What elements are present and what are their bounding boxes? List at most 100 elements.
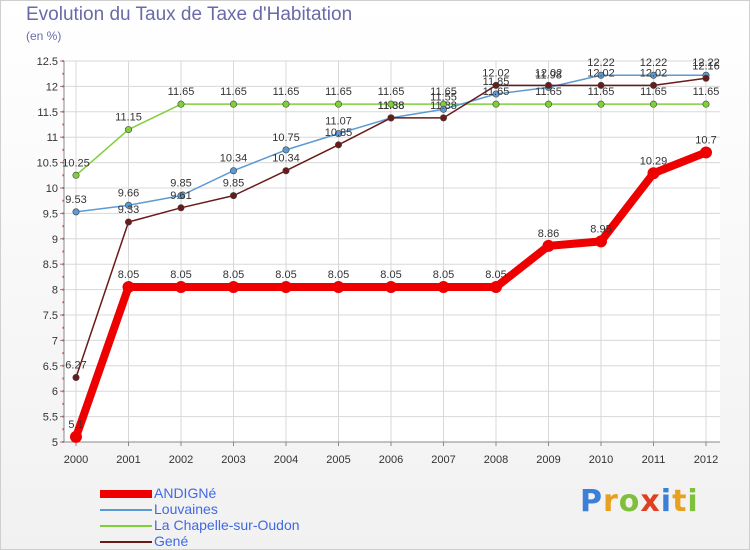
y-tick-label: 11 bbox=[47, 132, 58, 144]
x-tick-label: 2001 bbox=[116, 454, 140, 466]
data-label: 11.65 bbox=[220, 86, 247, 98]
data-label: 8.86 bbox=[538, 228, 559, 240]
data-label: 8.05 bbox=[275, 269, 296, 281]
data-label: 11.38 bbox=[378, 100, 405, 112]
data-label: 12.02 bbox=[640, 67, 668, 79]
y-tick-label: 5.5 bbox=[43, 412, 58, 424]
y-tick-label: 10.5 bbox=[37, 158, 58, 170]
x-tick-label: 2012 bbox=[694, 454, 718, 466]
legend-swatch bbox=[100, 525, 152, 527]
x-tick-label: 2009 bbox=[536, 454, 560, 466]
x-tick-label: 2006 bbox=[379, 454, 403, 466]
data-point bbox=[385, 281, 397, 294]
data-label: 9.61 bbox=[170, 190, 191, 202]
data-label: 11.65 bbox=[325, 86, 352, 98]
data-label: 11.15 bbox=[115, 112, 142, 124]
data-point bbox=[597, 100, 605, 108]
data-label: 11.55 bbox=[430, 91, 457, 103]
logo-letter: o bbox=[618, 484, 641, 519]
logo-letter: t bbox=[672, 484, 688, 519]
data-point bbox=[439, 105, 447, 113]
data-label: 9.33 bbox=[118, 204, 139, 216]
data-label: 10.75 bbox=[272, 132, 300, 144]
data-label: 11.65 bbox=[693, 86, 720, 98]
data-label: 11.65 bbox=[430, 86, 457, 98]
y-tick-label: 9 bbox=[52, 234, 58, 246]
data-point bbox=[177, 192, 185, 200]
data-point bbox=[647, 167, 660, 180]
data-label: 11.07 bbox=[325, 116, 352, 128]
x-tick-label: 2002 bbox=[169, 454, 193, 466]
x-tick-label: 2005 bbox=[326, 454, 350, 466]
data-label: 12.02 bbox=[482, 67, 510, 79]
data-point bbox=[175, 281, 187, 294]
data-label: 5.1 bbox=[68, 419, 83, 431]
x-tick-label: 2000 bbox=[64, 454, 88, 466]
data-label: 8.05 bbox=[380, 269, 401, 281]
data-point bbox=[702, 100, 710, 108]
data-point bbox=[334, 130, 342, 138]
data-label: 11.65 bbox=[483, 86, 510, 98]
data-label: 9.85 bbox=[223, 178, 244, 190]
data-point bbox=[437, 281, 450, 294]
data-point bbox=[387, 100, 395, 108]
logo-letter: x bbox=[640, 484, 661, 519]
data-point bbox=[230, 167, 238, 175]
data-label: 12.16 bbox=[692, 60, 720, 72]
proxiti-logo: Proxiti bbox=[580, 484, 699, 519]
data-point bbox=[280, 281, 292, 294]
data-label: 12.02 bbox=[587, 67, 615, 79]
data-point bbox=[282, 167, 290, 175]
data-point bbox=[542, 239, 555, 252]
data-label: 9.53 bbox=[65, 194, 86, 206]
data-point bbox=[544, 81, 552, 89]
data-point bbox=[125, 218, 133, 226]
data-label: 11.65 bbox=[535, 86, 562, 98]
legend-swatch bbox=[100, 509, 152, 511]
data-point bbox=[177, 100, 185, 108]
data-point bbox=[332, 281, 345, 294]
data-point bbox=[72, 208, 80, 216]
data-point bbox=[544, 100, 552, 108]
data-label: 11.65 bbox=[378, 86, 405, 98]
data-point bbox=[649, 81, 657, 89]
data-label: 11.38 bbox=[430, 100, 457, 112]
y-tick-label: 8 bbox=[52, 285, 58, 297]
data-label: 10.34 bbox=[272, 153, 300, 165]
x-tick-label: 2011 bbox=[642, 454, 666, 466]
data-point bbox=[700, 146, 712, 159]
data-label: 12.22 bbox=[640, 57, 668, 69]
data-point bbox=[490, 281, 502, 294]
data-label: 8.95 bbox=[590, 223, 611, 235]
data-point bbox=[125, 201, 133, 209]
y-tick-label: 9.5 bbox=[43, 208, 58, 220]
y-tick-label: 6 bbox=[52, 386, 58, 398]
data-label: 8.05 bbox=[223, 269, 244, 281]
data-point bbox=[492, 81, 500, 89]
logo-letter: r bbox=[603, 484, 619, 519]
data-point bbox=[282, 100, 290, 108]
y-tick-label: 6.5 bbox=[43, 361, 58, 373]
legend-swatch bbox=[100, 541, 152, 543]
data-label: 9.66 bbox=[118, 187, 139, 199]
data-label: 10.85 bbox=[325, 127, 353, 139]
chart-subtitle: (en %) bbox=[26, 29, 62, 43]
y-tick-label: 12 bbox=[46, 81, 58, 93]
data-label: 9.85 bbox=[170, 178, 191, 190]
data-point bbox=[334, 100, 342, 108]
data-label: 12.22 bbox=[587, 57, 615, 69]
x-tick-label: 2004 bbox=[274, 454, 298, 466]
legend-label: Gené bbox=[154, 533, 189, 549]
logo-letter: i bbox=[660, 484, 673, 519]
logo-letter: i bbox=[687, 484, 699, 519]
data-label: 10.34 bbox=[220, 153, 248, 165]
data-label: 8.05 bbox=[170, 269, 191, 281]
data-label: 11.65 bbox=[588, 86, 615, 98]
data-point bbox=[492, 90, 500, 98]
x-tick-label: 2003 bbox=[221, 454, 245, 466]
data-label: 10.7 bbox=[695, 134, 716, 146]
y-tick-label: 11.5 bbox=[37, 107, 58, 119]
data-label: 6.27 bbox=[65, 359, 86, 371]
data-label: 12.22 bbox=[692, 57, 720, 69]
y-tick-label: 8.5 bbox=[43, 259, 58, 271]
